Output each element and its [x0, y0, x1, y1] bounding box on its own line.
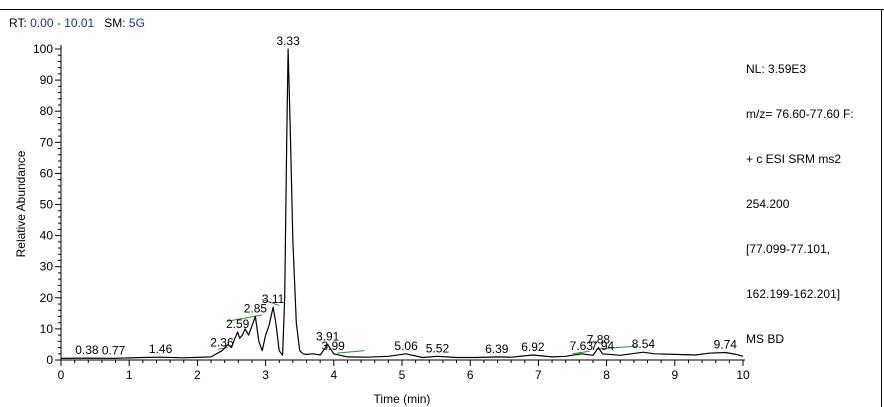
frame-right-border — [881, 9, 882, 407]
y-tick-label: 50 — [40, 198, 54, 212]
y-tick-label: 90 — [40, 73, 54, 87]
info-line: 162.199-162.201] — [746, 287, 841, 301]
info-line: MS BD — [746, 332, 785, 346]
y-tick-label: 30 — [40, 260, 54, 274]
y-tick-label: 80 — [40, 104, 54, 118]
y-tick-label: 40 — [40, 229, 54, 243]
peak-label: 1.46 — [149, 342, 173, 356]
peak-label: 7.88 — [587, 333, 611, 347]
y-tick-label: 100 — [33, 42, 53, 56]
range-header: RT: 0.00 - 10.01 SM: 5G — [9, 16, 145, 30]
peak-label: 3.11 — [262, 292, 285, 306]
peak-baseline-segment — [262, 298, 280, 307]
peak-label: 3.91 — [316, 329, 340, 343]
chromatogram-series-line — [60, 48, 744, 359]
peak-baselines — [217, 298, 638, 355]
peak-baseline-segment — [217, 347, 229, 350]
peak-label: 2.85 — [244, 301, 268, 315]
chromatogram-trace — [60, 48, 744, 359]
peak-baseline-segment — [596, 345, 638, 350]
frame-top-border — [0, 9, 884, 10]
x-tick-label: 7 — [535, 368, 542, 382]
x-tick-label: 6 — [467, 368, 474, 382]
peak-label: 0.77 — [102, 343, 126, 357]
peak-label: 7.63 — [570, 339, 594, 353]
y-tick-label: 70 — [40, 135, 54, 149]
peak-label: 8.54 — [632, 337, 656, 351]
peak-baseline-segment — [572, 350, 590, 355]
y-tick-label: 20 — [40, 291, 54, 305]
peak-label: 5.06 — [394, 339, 418, 353]
x-tick-label: 3 — [262, 368, 269, 382]
x-tick-label: 9 — [671, 368, 678, 382]
x-tick-label: 4 — [330, 368, 337, 382]
sm-value: 5G — [128, 16, 145, 30]
peak-label: 9.74 — [714, 338, 738, 352]
peak-baseline-segment — [337, 350, 365, 354]
x-tick-label: 5 — [399, 368, 406, 382]
scan-info-panel: NL: 3.59E3 m/z= 76.60-77.60 F: + c ESI S… — [746, 32, 854, 362]
x-tick-label: 2 — [194, 368, 201, 382]
x-tick-label: 1 — [126, 368, 133, 382]
peak-label: 0.38 — [75, 343, 99, 357]
x-tick-label: 8 — [603, 368, 610, 382]
y-axis-label: Relative Abundance — [14, 150, 28, 257]
peak-label: 5.52 — [426, 341, 450, 355]
x-axis-label: Time (min) — [374, 392, 431, 406]
peak-label: 6.39 — [485, 342, 509, 356]
peak-label: 3.33 — [276, 34, 300, 48]
peak-label: 2.59 — [226, 317, 250, 331]
rt-label: RT: — [9, 16, 27, 30]
info-line: 254.200 — [746, 197, 790, 211]
x-tick-label: 10 — [736, 368, 750, 382]
peak-label: 2.36 — [210, 336, 234, 350]
info-line: + c ESI SRM ms2 — [746, 152, 842, 166]
x-tick-label: 0 — [58, 368, 65, 382]
sm-label: SM: — [104, 16, 126, 30]
y-tick-label: 10 — [40, 322, 54, 336]
rt-value: 0.00 - 10.01 — [30, 16, 95, 30]
y-tick-label: 0 — [46, 353, 53, 367]
peak-label: 6.92 — [521, 340, 545, 354]
peak-baseline-segment — [228, 314, 263, 322]
peak-label: 3.99 — [321, 339, 345, 353]
peak-labels: 0.38 0.77 1.46 2.36 2.59 2.853.11 3.33 3.913.99… — [75, 34, 737, 357]
info-line: m/z= 76.60-77.60 F: — [746, 107, 854, 121]
y-tick-label: 60 — [40, 166, 54, 180]
info-line: [77.099-77.101, — [746, 242, 831, 256]
peak-label: 7.94 — [591, 339, 615, 353]
info-line: NL: 3.59E3 — [746, 62, 807, 76]
